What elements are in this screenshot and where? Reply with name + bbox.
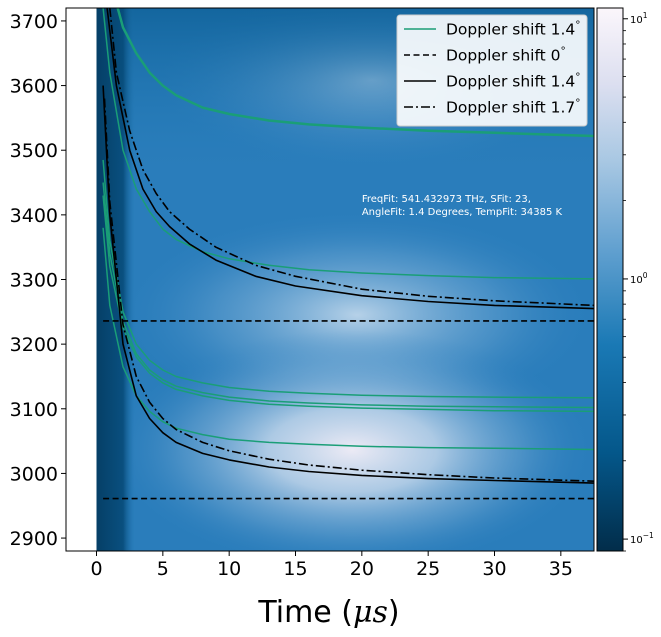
colorbar-tick-label: 100	[630, 271, 648, 286]
x-axis: 0 5 10 15 20 25 30 35	[90, 551, 573, 580]
x-tick-label: 30	[482, 558, 506, 580]
series-line-5	[102, 195, 594, 413]
series-line-7	[106, 8, 594, 310]
x-tick-label: 25	[416, 558, 440, 580]
fit-annotation-line-1: FreqFit: 541.432973 THz, SFit: 23,	[362, 194, 531, 205]
y-tick-label: 3000	[10, 463, 58, 485]
colorbar-ticks: 10−1 100 101	[623, 11, 654, 552]
series-layer	[102, 8, 594, 500]
y-tick-label: 3200	[10, 334, 58, 356]
x-tick-label: 0	[90, 558, 102, 580]
legend-label-3: Doppler shift 1.4°	[446, 72, 581, 91]
x-axis-label: Time (μs)	[257, 595, 399, 630]
x-tick-label: 10	[217, 558, 241, 580]
x-tick-label: 35	[549, 558, 573, 580]
series-line-4	[102, 182, 594, 409]
legend-box	[396, 14, 588, 127]
colorbar-frame	[596, 7, 624, 552]
y-axis: 2900 3000 3100 3200 3300 3400 3500 3600 3700	[10, 11, 66, 550]
series-line-12	[103, 98, 594, 482]
series-line-8	[102, 85, 594, 484]
y-tick-label: 3400	[10, 205, 58, 227]
colorbar: 10−1 100 101	[596, 7, 654, 552]
series-line-6	[102, 227, 594, 451]
y-tick-label: 3100	[10, 399, 58, 421]
x-tick-label: 5	[157, 558, 169, 580]
colorbar-gradient	[597, 8, 623, 551]
x-tick-label: 20	[350, 558, 374, 580]
legend-label-1: Doppler shift 1.4°	[446, 20, 581, 39]
y-tick-label: 2900	[10, 528, 58, 550]
legend-label-2: Doppler shift 0°	[446, 46, 566, 65]
series-line-11	[109, 8, 594, 307]
fit-annotation: FreqFit: 541.432973 THz, SFit: 23, Angle…	[362, 194, 563, 218]
y-tick-label: 3600	[10, 76, 58, 98]
colorbar-tick-label: 10−1	[630, 531, 654, 546]
fit-annotation-line-2: AngleFit: 1.4 Degrees, TempFit: 34385 K	[362, 207, 563, 218]
series-line-1	[116, 8, 594, 138]
x-tick-label: 15	[283, 558, 307, 580]
legend-label-4: Doppler shift 1.7°	[446, 98, 581, 117]
y-tick-label: 3300	[10, 270, 58, 292]
y-tick-label: 3700	[10, 11, 58, 33]
legend: Doppler shift 1.4° Doppler shift 0° Dopple…	[396, 14, 588, 127]
colorbar-tick-label: 101	[630, 11, 648, 26]
y-tick-label: 3500	[10, 140, 58, 162]
series-line-3	[102, 159, 594, 399]
